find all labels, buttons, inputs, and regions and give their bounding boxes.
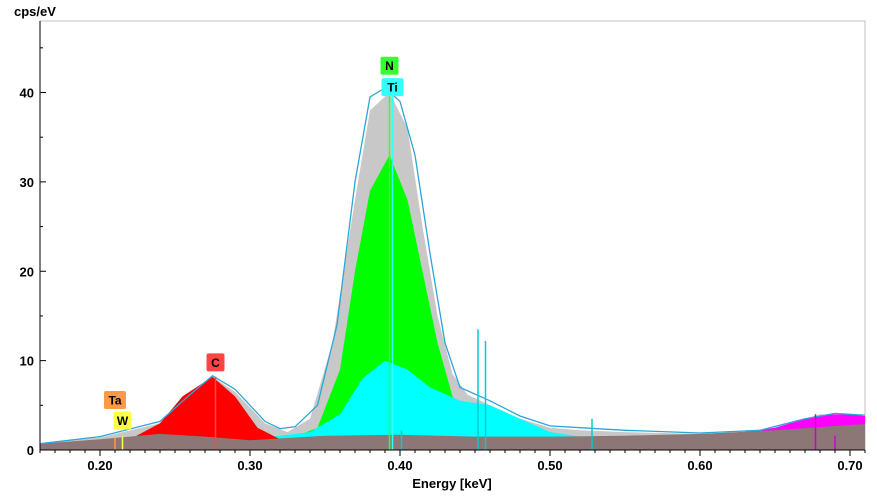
element-badge-w	[113, 411, 132, 430]
element-marker-ta: Ta	[104, 390, 126, 450]
x-axis-title: Energy [keV]	[412, 476, 491, 491]
x-tick-label: 0.40	[387, 458, 412, 473]
y-axis-title: cps/eV	[14, 4, 56, 19]
element-badge-ti	[381, 78, 404, 97]
element-marker-w: W	[113, 411, 132, 450]
element-badge-ta	[104, 390, 126, 409]
element-label-c: C	[211, 356, 220, 370]
axis-layer: 0.20 0.30 0.40 0.50 0.60 0.70 0 10 20 30 40	[20, 21, 866, 473]
y-tick-label: 0	[27, 443, 34, 458]
x-tick-label: 0.60	[687, 458, 712, 473]
x-tick-label: 0.70	[837, 458, 862, 473]
y-tick-label: 10	[20, 354, 34, 369]
line-layer	[39, 87, 866, 450]
element-label-n: N	[385, 59, 394, 73]
element-label-ti: Ti	[387, 81, 397, 95]
spectrum-line	[39, 87, 866, 445]
y-tick-label: 30	[20, 175, 34, 190]
element-label-ta: Ta	[108, 393, 121, 407]
element-marker-c: C	[206, 353, 225, 450]
y-tick-label: 40	[20, 86, 34, 101]
series-area-total-fit	[40, 92, 865, 450]
series-area-C	[130, 376, 280, 450]
series-area-background	[40, 424, 865, 450]
element-badge-c	[206, 353, 225, 372]
marker-layer: N Ti C Ta W	[104, 56, 404, 450]
x-tick-label: 0.50	[537, 458, 562, 473]
x-tick-label: 0.20	[87, 458, 112, 473]
element-label-w: W	[117, 414, 129, 428]
x-tick-label: 0.30	[237, 458, 262, 473]
y-tick-label: 20	[20, 264, 34, 279]
series-area-Ti	[250, 360, 580, 450]
element-marker-n: N	[380, 56, 399, 450]
element-marker-ti: Ti	[381, 78, 404, 450]
element-badge-n	[380, 56, 399, 75]
